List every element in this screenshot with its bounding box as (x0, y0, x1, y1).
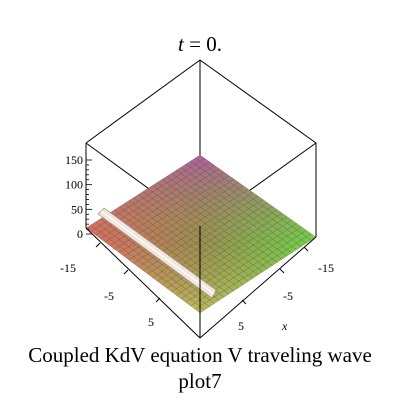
z-axis: 150 100 50 0 (65, 153, 92, 241)
z-tick-label: 150 (65, 153, 83, 167)
time-value: = 0. (183, 32, 222, 56)
y-axis: -15 -5 5 (60, 242, 161, 329)
box-top-edge-left (85, 59, 201, 144)
mesh-line (100, 218, 215, 304)
y-tick-mark (95, 242, 101, 248)
mesh-line (90, 224, 205, 311)
box-bottom-edge-right (199, 236, 317, 339)
x-tick-label: -5 (283, 289, 293, 303)
surface (86, 155, 316, 313)
x-tick-mark (303, 246, 309, 252)
plot-caption: Coupled KdV equation V traveling wave pl… (0, 342, 400, 394)
x-axis-label: x (281, 319, 288, 333)
mesh-line (95, 221, 210, 307)
y-tick-label: -15 (60, 261, 76, 275)
bounding-box (85, 59, 317, 237)
caption-line: plot7 (178, 369, 222, 393)
y-tick-mark (123, 269, 129, 275)
surface-overlay (86, 155, 316, 313)
z-tick-label: 50 (71, 202, 83, 216)
time-variable: t (178, 32, 184, 56)
x-tick-label: -15 (318, 261, 334, 275)
box-bottom-edge-left (85, 227, 201, 339)
x-tick-mark (279, 268, 285, 274)
z-tick-label: 0 (77, 227, 83, 241)
y-tick-label: 5 (148, 315, 154, 329)
plot-title: t = 0. (0, 32, 400, 57)
x-axis: -15 -5 5 x (238, 246, 334, 333)
z-tick-label: 100 (65, 178, 83, 192)
box-top-edge-right (199, 59, 317, 144)
x-tick-mark (241, 299, 247, 305)
y-tick-label: -5 (104, 289, 114, 303)
y-tick-mark (155, 297, 161, 303)
mesh-line (195, 233, 312, 310)
x-tick-label: 5 (238, 319, 244, 333)
caption-line: Coupled KdV equation V traveling wave (28, 343, 372, 367)
bounding-box-front (85, 226, 317, 339)
ridge-crest-line (100, 210, 215, 295)
